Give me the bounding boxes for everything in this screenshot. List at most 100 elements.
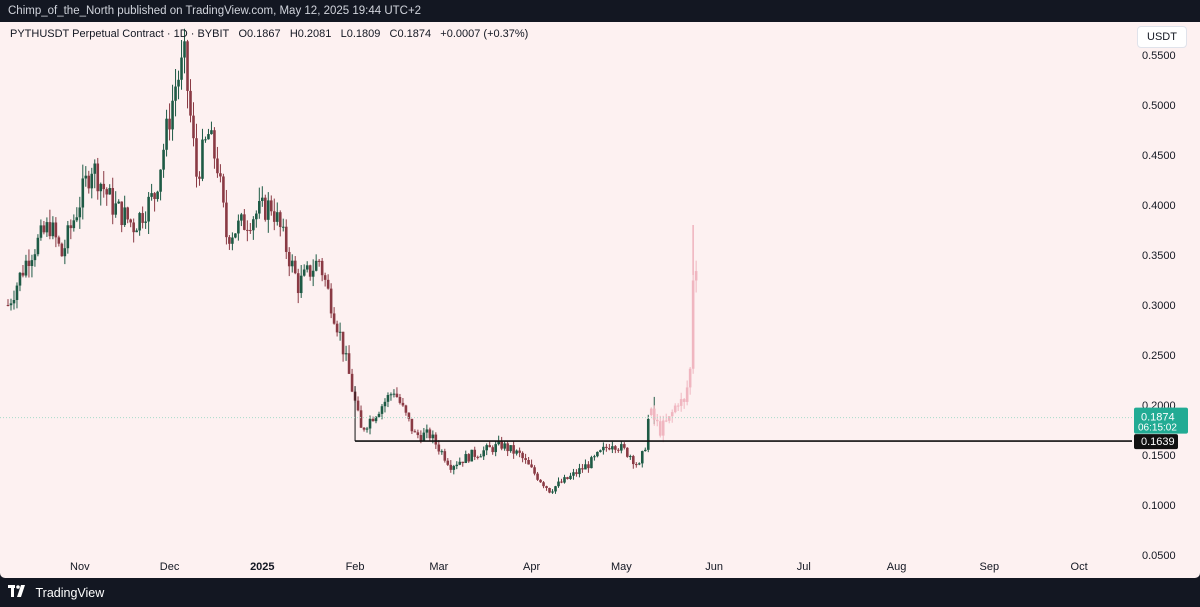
- candle: [299, 275, 303, 294]
- candle: [317, 260, 321, 262]
- candle: [117, 201, 120, 204]
- projected-candle: [682, 399, 686, 402]
- y-tick-label: 0.4500: [1142, 150, 1176, 162]
- projected-candle: [670, 412, 674, 417]
- candle: [629, 456, 632, 458]
- footer-bar: TradingView: [0, 578, 1200, 606]
- candle: [443, 451, 447, 461]
- x-tick-label: Oct: [1071, 561, 1088, 573]
- symbol-legend[interactable]: PYTHUSDT Perpetual Contract · 1D · BYBIT…: [10, 28, 528, 40]
- candle: [21, 272, 25, 276]
- y-tick-label: 0.2500: [1142, 350, 1176, 362]
- candle: [156, 191, 159, 200]
- candle: [54, 222, 58, 238]
- candle: [51, 222, 55, 237]
- candle: [24, 260, 28, 276]
- candle: [389, 394, 393, 396]
- brand-name[interactable]: TradingView: [35, 585, 105, 600]
- candle: [195, 138, 198, 177]
- low-value: L0.1809: [340, 28, 381, 40]
- symbol-title[interactable]: PYTHUSDT Perpetual Contract · 1D · BYBIT: [10, 28, 230, 40]
- candle: [512, 445, 515, 454]
- candle: [587, 464, 590, 469]
- candle: [350, 373, 354, 392]
- candle: [261, 197, 264, 202]
- candle: [81, 178, 85, 208]
- candle: [368, 418, 372, 429]
- candle: [584, 464, 587, 470]
- candle: [551, 491, 554, 493]
- y-tick-label: 0.1000: [1142, 500, 1176, 512]
- candle: [365, 428, 369, 430]
- candle: [410, 418, 414, 432]
- price-chart[interactable]: 0.5500 0.5000 0.4500 0.4000 0.3500 0.3000 0.25…: [0, 22, 1200, 578]
- candle: [326, 279, 330, 289]
- candle: [452, 466, 456, 470]
- candle: [213, 130, 216, 159]
- candle: [177, 79, 180, 87]
- candle: [605, 446, 608, 449]
- candle: [302, 269, 306, 276]
- candle: [111, 188, 115, 215]
- candle: [174, 86, 177, 101]
- candle: [183, 41, 186, 58]
- candle: [563, 477, 566, 483]
- candle: [171, 100, 174, 130]
- candle: [596, 451, 599, 457]
- candle: [198, 176, 201, 179]
- candle: [204, 139, 207, 141]
- candle: [560, 481, 563, 483]
- candle: [449, 464, 453, 470]
- candle: [278, 212, 282, 228]
- projected-candle: [649, 408, 653, 415]
- candle: [533, 467, 536, 474]
- candle: [569, 475, 572, 480]
- candle: [344, 353, 348, 355]
- candle: [572, 472, 575, 476]
- candle: [566, 477, 569, 480]
- y-tick-label: 0.0500: [1142, 550, 1176, 562]
- candle: [234, 233, 237, 238]
- candle: [557, 481, 560, 487]
- candle: [45, 222, 49, 233]
- candle: [93, 163, 97, 174]
- candle: [377, 413, 381, 417]
- candle: [102, 183, 106, 190]
- candle: [446, 460, 450, 465]
- candle: [290, 260, 294, 267]
- candle: [482, 450, 486, 457]
- candle: [252, 219, 255, 231]
- candle: [138, 213, 141, 231]
- candle: [530, 464, 533, 468]
- candle: [225, 202, 228, 238]
- tradingview-logo-icon[interactable]: [8, 579, 28, 607]
- candle: [258, 201, 261, 214]
- candle: [602, 446, 605, 451]
- candle: [153, 193, 156, 200]
- candle: [159, 169, 162, 192]
- currency-button[interactable]: USDT: [1137, 26, 1187, 48]
- candle: [434, 434, 438, 445]
- candle: [392, 393, 396, 395]
- chart-panel[interactable]: 0.5500 0.5000 0.4500 0.4000 0.3500 0.3000 0.25…: [0, 22, 1200, 578]
- candle: [323, 275, 327, 280]
- candle: [222, 176, 225, 203]
- candle: [42, 225, 46, 233]
- projected-candle: [655, 419, 659, 422]
- candle: [210, 130, 213, 135]
- candle: [144, 221, 147, 223]
- candle: [341, 331, 345, 355]
- candle: [240, 214, 243, 221]
- last-price-tag: [1134, 407, 1188, 434]
- projected-candle: [664, 420, 668, 422]
- candle: [78, 207, 82, 218]
- candle: [284, 226, 288, 252]
- candle: [296, 273, 300, 294]
- candle: [264, 197, 267, 220]
- candle: [620, 444, 623, 451]
- y-tick-label: 0.3500: [1142, 250, 1176, 262]
- candle: [201, 139, 204, 179]
- candle: [99, 183, 103, 192]
- candle: [168, 118, 171, 130]
- candle: [634, 464, 638, 466]
